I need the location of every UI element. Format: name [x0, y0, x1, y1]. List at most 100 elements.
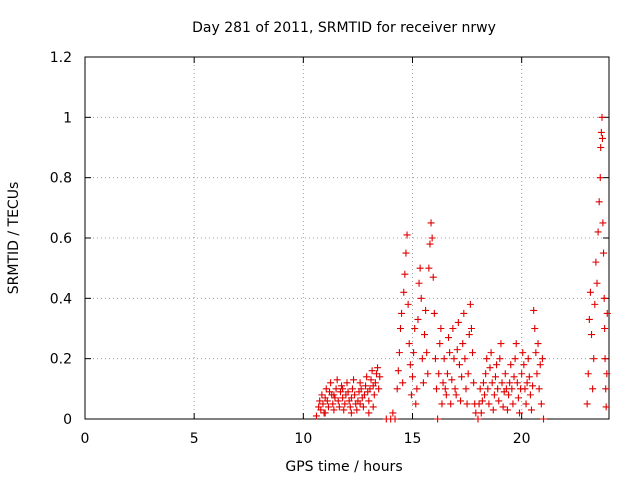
data-point [407, 391, 415, 399]
data-point [327, 379, 335, 387]
data-point [462, 385, 470, 393]
data-point [521, 385, 529, 393]
data-point [368, 367, 376, 375]
data-point [437, 325, 445, 332]
data-point [597, 144, 605, 151]
data-point [321, 409, 329, 417]
y-tick-label: 0.8 [50, 171, 72, 187]
y-tick-label: 1 [63, 110, 72, 126]
data-point [449, 325, 457, 332]
data-point [458, 373, 466, 381]
data-point [520, 361, 528, 369]
x-tick-label: 5 [190, 431, 199, 447]
data-point [360, 391, 368, 399]
data-point [536, 361, 544, 369]
data-point [363, 373, 371, 381]
data-point [372, 370, 380, 378]
data-point [600, 294, 608, 302]
data-point [332, 385, 340, 393]
data-point [592, 258, 600, 266]
y-axis-label: SRMTID / TECUs [6, 182, 22, 295]
data-point [477, 409, 485, 417]
data-point [533, 370, 541, 378]
data-point [395, 349, 403, 357]
data-point [391, 415, 399, 423]
data-point [507, 361, 515, 369]
data-point [428, 234, 436, 242]
data-point [514, 394, 522, 402]
data-point [421, 331, 429, 339]
data-point [424, 370, 432, 378]
data-point [453, 346, 461, 354]
data-point [422, 306, 430, 314]
data-point [339, 394, 347, 402]
data-point [393, 385, 401, 393]
data-point [602, 385, 610, 393]
data-point [586, 288, 594, 296]
data-point [585, 315, 593, 323]
data-point [451, 385, 459, 393]
data-point [434, 415, 442, 423]
data-point [365, 409, 373, 417]
x-axis-label: GPS time / hours [285, 459, 402, 475]
data-point [540, 415, 547, 423]
data-point [365, 397, 373, 405]
data-point [518, 370, 526, 378]
data-point [538, 355, 546, 363]
data-point [583, 400, 591, 408]
data-point [594, 228, 602, 236]
data-point [597, 128, 605, 136]
data-point [411, 325, 419, 332]
data-point [366, 385, 374, 393]
data-point [494, 385, 502, 393]
data-point [499, 403, 507, 411]
data-point [482, 370, 490, 378]
data-point [589, 385, 597, 393]
data-point [511, 355, 519, 363]
data-point [588, 331, 596, 339]
data-point [406, 361, 414, 369]
data-point [513, 379, 521, 387]
data-point [530, 306, 538, 314]
data-point [485, 400, 493, 408]
data-point [447, 400, 455, 408]
data-point [440, 355, 448, 363]
data-point [596, 174, 604, 182]
data-point [429, 273, 437, 281]
data-point [359, 403, 367, 411]
data-point [450, 355, 458, 363]
data-point [509, 400, 517, 408]
data-point [591, 300, 599, 308]
data-point [427, 219, 435, 227]
data-point [590, 355, 598, 363]
data-point [466, 300, 474, 308]
data-point [398, 309, 406, 317]
data-point [602, 403, 610, 411]
y-tick-label: 0.4 [50, 291, 72, 307]
data-point [331, 394, 339, 402]
data-point [487, 349, 495, 357]
data-point [351, 391, 359, 399]
x-tick-label: 15 [404, 431, 422, 447]
data-point [425, 264, 433, 272]
data-point [376, 373, 384, 381]
data-point [455, 361, 463, 369]
data-point [467, 325, 475, 332]
data-point [488, 379, 496, 387]
data-point [475, 400, 483, 408]
data-point [317, 406, 325, 414]
data-point [484, 385, 492, 393]
data-point [441, 385, 449, 393]
data-point [433, 385, 441, 393]
y-tick-label: 1.2 [50, 50, 72, 66]
data-point [486, 364, 494, 372]
data-point [531, 325, 539, 332]
data-point [415, 279, 423, 287]
data-point [479, 379, 487, 387]
data-point [404, 300, 412, 308]
data-point [452, 391, 460, 399]
data-point [603, 370, 611, 378]
data-point [448, 376, 456, 384]
data-point [508, 385, 516, 393]
data-point [319, 400, 327, 408]
